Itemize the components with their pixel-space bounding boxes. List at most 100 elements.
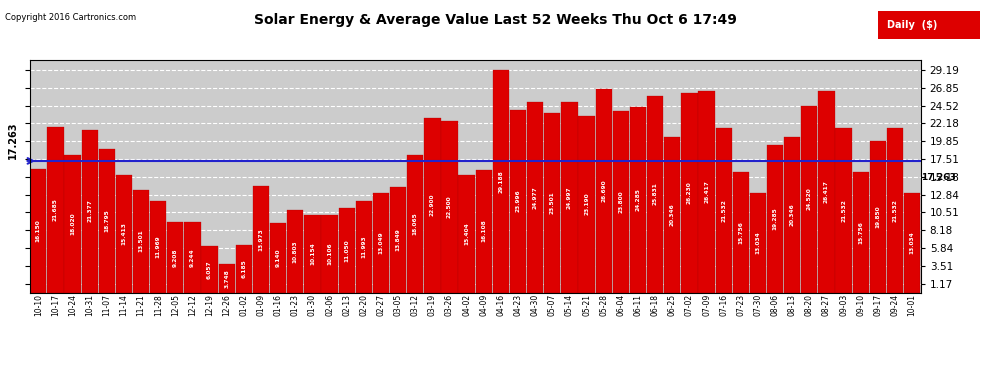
Bar <box>613 111 629 292</box>
Text: 26.417: 26.417 <box>824 180 829 203</box>
Text: 19.850: 19.850 <box>875 206 880 228</box>
Bar <box>167 222 183 292</box>
Bar <box>48 127 63 292</box>
Bar <box>322 216 338 292</box>
Bar <box>544 113 560 292</box>
Text: Solar Energy & Average Value Last 52 Weeks Thu Oct 6 17:49: Solar Energy & Average Value Last 52 Wee… <box>253 13 737 27</box>
Text: 19.285: 19.285 <box>772 208 777 230</box>
Bar <box>836 128 851 292</box>
Text: 13.034: 13.034 <box>910 231 915 254</box>
Bar <box>733 172 748 292</box>
Bar <box>852 172 869 292</box>
Text: 18.065: 18.065 <box>413 212 418 235</box>
Text: 13.849: 13.849 <box>396 228 401 251</box>
Text: 20.346: 20.346 <box>790 204 795 226</box>
Bar <box>236 245 252 292</box>
Text: 23.501: 23.501 <box>549 192 554 214</box>
Text: 15.756: 15.756 <box>739 221 743 244</box>
Text: 10.154: 10.154 <box>310 242 315 265</box>
Text: 21.532: 21.532 <box>893 199 898 222</box>
Text: 24.285: 24.285 <box>636 189 641 211</box>
Text: 24.977: 24.977 <box>533 186 538 209</box>
Bar <box>801 106 818 292</box>
Bar <box>681 93 698 292</box>
Bar <box>407 155 424 292</box>
Text: 21.377: 21.377 <box>87 200 92 222</box>
Bar <box>716 128 732 292</box>
Bar <box>339 208 354 292</box>
Bar <box>458 175 475 292</box>
Bar <box>202 246 218 292</box>
Bar <box>81 129 98 292</box>
Bar <box>767 146 783 292</box>
Text: 23.996: 23.996 <box>516 190 521 212</box>
Bar <box>510 110 526 292</box>
Text: 25.831: 25.831 <box>652 183 657 206</box>
Text: 17.263: 17.263 <box>8 121 18 159</box>
Text: 6.057: 6.057 <box>207 260 212 279</box>
Bar <box>749 193 766 292</box>
Bar <box>425 118 441 292</box>
Bar <box>442 121 457 292</box>
Bar <box>904 193 921 292</box>
Text: 9.244: 9.244 <box>190 248 195 267</box>
Text: 11.993: 11.993 <box>361 236 366 258</box>
Bar <box>355 201 372 292</box>
Bar <box>287 210 303 292</box>
Bar <box>64 155 80 292</box>
Text: 21.532: 21.532 <box>842 199 846 222</box>
Text: 20.346: 20.346 <box>670 204 675 226</box>
Text: 26.690: 26.690 <box>601 180 606 202</box>
Text: 9.140: 9.140 <box>275 248 280 267</box>
Text: 15.756: 15.756 <box>858 221 863 244</box>
Text: 22.900: 22.900 <box>430 194 435 216</box>
Bar <box>878 11 980 39</box>
Bar <box>184 222 201 292</box>
Text: 21.532: 21.532 <box>721 199 726 222</box>
Text: 11.050: 11.050 <box>345 239 349 262</box>
Bar <box>664 137 680 292</box>
Text: 15.404: 15.404 <box>464 222 469 245</box>
Bar <box>270 223 286 292</box>
Text: 11.969: 11.969 <box>155 236 160 258</box>
Text: 16.150: 16.150 <box>36 220 41 242</box>
Bar <box>784 137 800 292</box>
Bar <box>493 70 509 292</box>
Text: 3.748: 3.748 <box>225 269 230 288</box>
Bar <box>390 187 406 292</box>
Bar <box>116 175 132 292</box>
Bar <box>578 116 595 292</box>
Bar <box>150 201 166 292</box>
Bar <box>630 107 646 292</box>
Text: 18.020: 18.020 <box>70 213 75 235</box>
Text: 22.500: 22.500 <box>447 195 452 218</box>
Text: Daily  ($): Daily ($) <box>887 20 938 30</box>
Bar <box>561 102 577 292</box>
Bar <box>304 215 321 292</box>
Text: 23.190: 23.190 <box>584 193 589 215</box>
Text: 21.685: 21.685 <box>52 198 57 221</box>
Text: 9.208: 9.208 <box>173 248 178 267</box>
Text: 13.501: 13.501 <box>139 230 144 252</box>
Text: 6.185: 6.185 <box>242 260 247 278</box>
Bar <box>647 96 663 292</box>
Bar <box>373 193 389 292</box>
Text: 10.803: 10.803 <box>293 240 298 262</box>
Text: 13.973: 13.973 <box>258 228 263 251</box>
Bar <box>133 190 149 292</box>
Text: 26.230: 26.230 <box>687 181 692 204</box>
Text: 26.417: 26.417 <box>704 180 709 203</box>
Text: Average  ($): Average ($) <box>797 20 864 30</box>
Text: 13.034: 13.034 <box>755 231 760 254</box>
Bar <box>219 264 235 292</box>
Text: 10.106: 10.106 <box>327 243 332 265</box>
Bar <box>30 170 47 292</box>
Text: 18.795: 18.795 <box>104 210 109 232</box>
Bar <box>887 128 903 292</box>
Bar <box>698 91 715 292</box>
Text: 15.413: 15.413 <box>122 222 127 245</box>
Bar <box>596 89 612 292</box>
Bar <box>819 91 835 292</box>
Bar <box>527 102 544 292</box>
Bar <box>252 186 269 292</box>
